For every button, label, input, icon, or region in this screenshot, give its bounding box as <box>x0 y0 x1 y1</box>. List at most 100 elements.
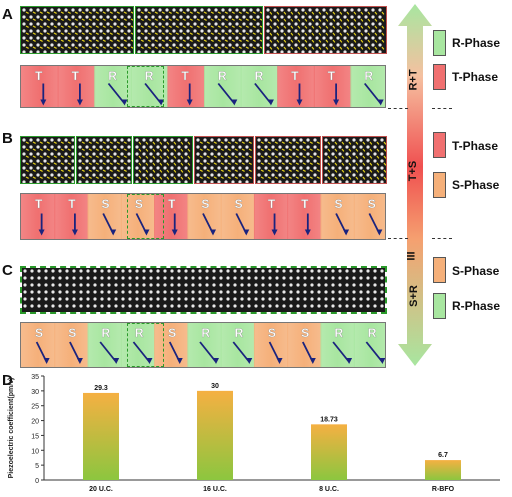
legend-swatch-4 <box>433 172 446 198</box>
legend-label-3: T-Phase <box>452 139 499 153</box>
panel-c-haadf <box>20 266 387 314</box>
y-tick-label: 0 <box>35 478 39 485</box>
domain-label: S <box>68 326 76 340</box>
arrow-label-ts: T+S <box>407 160 420 182</box>
atom-lattice <box>22 268 385 312</box>
atom-lattice <box>256 137 320 183</box>
atom-lattice <box>265 7 386 53</box>
atom-lattice <box>195 137 253 183</box>
panel-d-letter: D <box>2 372 13 389</box>
legend-swatch-2 <box>433 64 446 90</box>
panel-a-letter: A <box>2 6 13 23</box>
domain-label: T <box>68 197 76 211</box>
domain-label: R <box>145 69 154 83</box>
domain-label: T <box>35 197 43 211</box>
domain-label: R <box>201 326 210 340</box>
piezo-bar-chart: 0 5 10 15 20 25 30 35 Piezoelectric coefficient(… <box>8 374 500 493</box>
polarization-arrow <box>199 341 217 363</box>
panel-b-letter: B <box>2 130 13 147</box>
domain-label: S <box>268 326 276 340</box>
domain-label: T <box>328 69 336 83</box>
y-tick-label: 15 <box>31 433 39 440</box>
x-tick-label: 20 U.C. <box>89 486 113 493</box>
domain-label: S <box>334 197 342 211</box>
y-tick-label: 5 <box>35 463 39 470</box>
polarization-arrow <box>144 82 162 105</box>
domain-label: R <box>102 326 111 340</box>
x-tick-label: 16 U.C. <box>203 486 227 493</box>
panel-b-haadf-2 <box>76 136 132 184</box>
y-tick-label: 20 <box>31 419 39 426</box>
panel-b-haadf-5 <box>255 136 321 184</box>
divider-line-1 <box>388 108 408 109</box>
x-tick-label: R-BFO <box>432 486 455 493</box>
panel-a-haadf-mid <box>135 6 263 54</box>
domain-label: S <box>168 326 176 340</box>
panel-b-haadf-3 <box>133 136 193 184</box>
legend-swatch-1 <box>433 30 446 56</box>
domain-label: R <box>364 69 373 83</box>
domain-label: R <box>108 69 117 83</box>
domain-label: T <box>35 69 43 83</box>
panel-a-haadf-right <box>264 6 387 54</box>
domain-label: S <box>301 326 309 340</box>
legend-label-6: R-Phase <box>452 299 501 313</box>
polarization-arrow <box>217 82 236 105</box>
bar <box>83 392 119 480</box>
domain-label: T <box>291 69 299 83</box>
domain-label: R <box>368 326 377 340</box>
bar-value-label: 29.3 <box>94 385 108 392</box>
bar-value-label: 18.73 <box>320 416 338 423</box>
domain-label: R <box>218 69 227 83</box>
arrow-label-sr: S+R <box>407 285 420 307</box>
panel-a-unit-cell-box <box>127 66 164 107</box>
legend-swatch-5 <box>433 257 446 283</box>
arrow-label-iii: III <box>405 251 418 261</box>
legend-label-2: T-Phase <box>452 70 499 84</box>
domain-label: T <box>72 69 80 83</box>
panel-c-unit-cell-box <box>127 323 164 367</box>
divider-line-2 <box>432 108 452 109</box>
panel-c-letter: C <box>2 262 13 279</box>
panel-a-haadf-left <box>20 6 134 54</box>
legend-swatch-6 <box>433 293 446 319</box>
panel-b-haadf-1 <box>20 136 75 184</box>
panel-b-unit-cell-box <box>127 194 164 239</box>
domain-label: R <box>334 326 343 340</box>
phase-transition-arrow <box>398 4 432 366</box>
y-tick-label: 30 <box>31 389 39 396</box>
domain-label: S <box>35 326 43 340</box>
domain-label: R <box>135 326 144 340</box>
atom-lattice <box>323 137 386 183</box>
domain-label: T <box>268 197 276 211</box>
x-tick-label: 8 U.C. <box>319 486 339 493</box>
bar-value-label: 30 <box>211 383 219 390</box>
domain-label: S <box>102 197 110 211</box>
legend-label-5: S-Phase <box>452 264 500 278</box>
domain-label: T <box>301 197 309 211</box>
panel-b-haadf-4 <box>194 136 254 184</box>
bar <box>425 460 461 480</box>
domain-label: T <box>168 197 176 211</box>
panel-b-haadf-6 <box>322 136 387 184</box>
domain-label: S <box>235 197 243 211</box>
bar <box>311 424 347 480</box>
domain-label: S <box>135 197 143 211</box>
legend-label-4: S-Phase <box>452 178 500 192</box>
domain-label: S <box>201 197 209 211</box>
polarization-arrow <box>254 82 272 105</box>
legend-swatch-3 <box>433 132 446 158</box>
y-axis-label: Piezoelectric coefficient(pm/v) <box>8 378 15 479</box>
domain-label: S <box>368 197 376 211</box>
y-tick-label: 10 <box>31 448 39 455</box>
y-tick-label: 25 <box>31 404 39 411</box>
domain-label: R <box>235 326 244 340</box>
divider-line-4 <box>432 238 452 239</box>
y-tick-label: 35 <box>31 374 39 381</box>
